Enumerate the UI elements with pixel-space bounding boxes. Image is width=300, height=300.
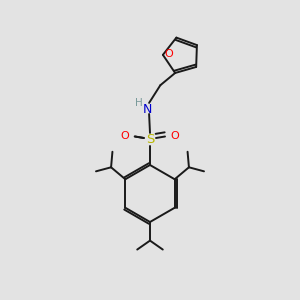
Text: S: S — [146, 133, 154, 146]
Text: O: O — [171, 130, 180, 141]
Text: O: O — [164, 49, 173, 59]
Text: N: N — [143, 103, 153, 116]
Text: O: O — [120, 130, 129, 141]
Text: H: H — [135, 98, 143, 108]
